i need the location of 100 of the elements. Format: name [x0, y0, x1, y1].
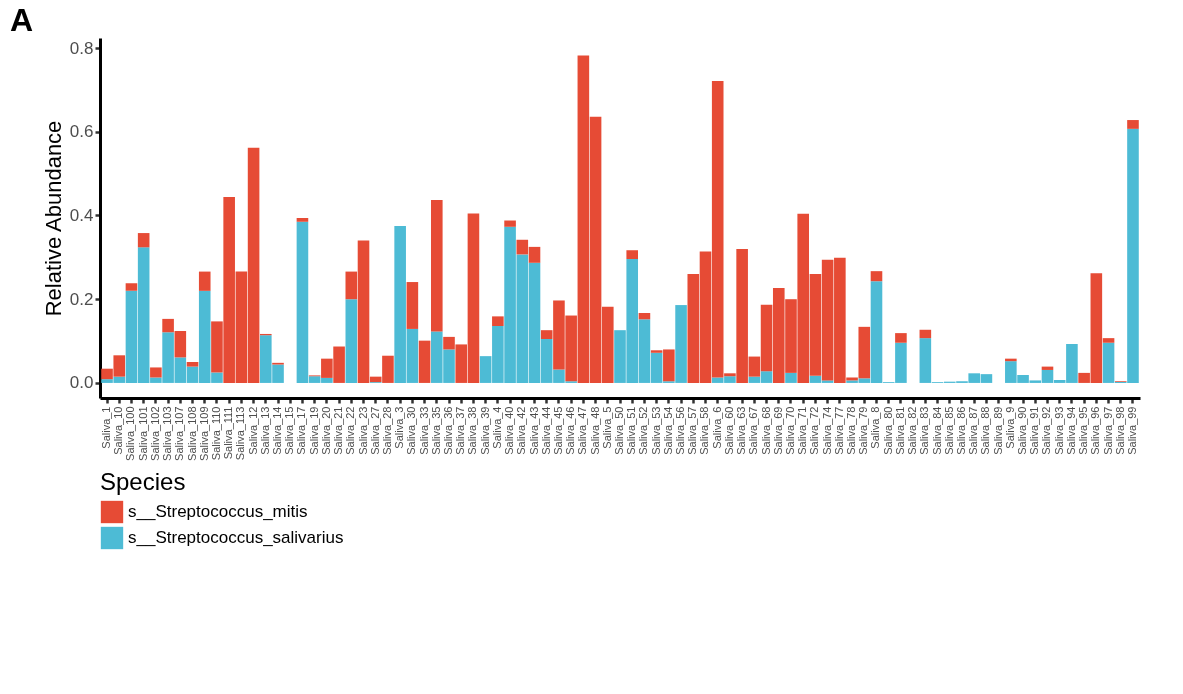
x-tick-label: Saliva_68: [759, 406, 772, 455]
x-tick-label: Saliva_53: [649, 406, 662, 455]
bar: [345, 299, 358, 383]
y-axis-title: Relative Abundance: [40, 120, 66, 317]
bar: [870, 271, 883, 282]
bar: [186, 362, 199, 367]
x-tick-label: Saliva_4: [490, 406, 503, 449]
x-tick-label: Saliva_109: [197, 406, 210, 461]
x-tick-label: Saliva_108: [185, 406, 198, 461]
x-tick-label: Saliva_17: [295, 406, 308, 455]
x-tick-label: Saliva_82: [906, 406, 919, 455]
x-tick-label: Saliva_8: [869, 406, 882, 449]
x-tick-label: Saliva_33: [417, 406, 430, 455]
bar: [626, 250, 639, 260]
x-tick-label: Saliva_98: [1113, 406, 1126, 455]
x-tick-label: Saliva_86: [954, 406, 967, 455]
x-tick-label: Saliva_47: [576, 406, 589, 455]
x-tick-label: Saliva_94: [1064, 406, 1077, 455]
x-tick-label: Saliva_22: [344, 406, 357, 455]
x-tick-label: Saliva_91: [1028, 406, 1041, 455]
x-tick-label: Saliva_19: [307, 406, 320, 455]
x-tick-label: Saliva_67: [747, 406, 760, 455]
x-tick-label: Saliva_36: [442, 406, 455, 455]
x-tick-label: Saliva_10: [112, 406, 125, 455]
x-tick-label: Saliva_78: [845, 406, 858, 455]
x-tick-label: Saliva_54: [661, 406, 674, 455]
x-tick-label: Saliva_56: [674, 406, 687, 455]
bar: [198, 271, 211, 291]
y-tick-label: 0.0: [69, 373, 94, 393]
x-tick-label: Saliva_107: [173, 406, 186, 461]
x-tick-label: Saliva_30: [405, 406, 418, 455]
x-tick-label: Saliva_101: [136, 406, 149, 461]
x-tick-label: Saliva_110: [209, 406, 222, 461]
y-tick-label: 0.4: [69, 205, 94, 225]
bar: [895, 333, 907, 343]
x-tick-label: Saliva_38: [466, 406, 479, 455]
x-tick-label: Saliva_40: [503, 406, 516, 455]
bar: [406, 282, 419, 329]
x-tick-label: Saliva_45: [551, 406, 564, 455]
y-tick-label: 0.6: [69, 122, 94, 142]
x-tick-label: Saliva_42: [515, 406, 528, 455]
x-tick-label: Saliva_57: [686, 406, 699, 455]
x-tick-label: Saliva_90: [1016, 406, 1029, 455]
chart-title: A: [10, 2, 34, 38]
x-tick-label: Saliva_58: [698, 406, 711, 455]
x-tick-label: Saliva_87: [967, 406, 980, 455]
x-tick-label: Saliva_93: [1052, 406, 1065, 455]
bar: [919, 329, 932, 339]
x-tick-label: Saliva_97: [1101, 406, 1114, 455]
x-tick-label: Saliva_60: [722, 406, 735, 455]
legend-label: s__Streptococcus_mitis: [128, 502, 308, 521]
x-tick-label: Saliva_1: [100, 406, 113, 449]
bar: [638, 313, 651, 320]
x-tick-label: Saliva_102: [148, 406, 161, 461]
x-tick-label: Saliva_23: [356, 406, 369, 455]
x-tick-label: Saliva_69: [771, 406, 784, 455]
x-tick-label: Saliva_103: [161, 406, 174, 461]
x-tick-label: Saliva_81: [893, 406, 906, 455]
x-tick-label: Saliva_77: [832, 406, 845, 455]
x-tick-label: Saliva_15: [283, 406, 296, 455]
x-tick-label: Saliva_37: [454, 406, 467, 455]
x-tick-label: Saliva_84: [930, 406, 943, 455]
x-tick-label: Saliva_46: [564, 406, 577, 455]
x-tick-label: Saliva_5: [600, 406, 613, 449]
x-tick-label: Saliva_113: [234, 406, 247, 461]
x-tick-label: Saliva_12: [246, 406, 259, 455]
bar: [137, 233, 150, 248]
bar: [125, 283, 138, 291]
x-tick-label: Saliva_52: [637, 406, 650, 455]
x-tick-label: Saliva_99: [1125, 406, 1138, 455]
legend-label: s__Streptococcus_salivarius: [128, 528, 344, 547]
x-tick-label: Saliva_74: [820, 406, 833, 455]
x-tick-label: Saliva_95: [1077, 406, 1090, 455]
x-tick-label: Saliva_79: [857, 406, 870, 455]
x-tick-label: Saliva_6: [710, 406, 723, 449]
x-tick-label: Saliva_21: [332, 406, 345, 455]
x-tick-label: Saliva_70: [783, 406, 796, 455]
bar: [492, 316, 504, 326]
x-tick-label: Saliva_43: [527, 406, 540, 455]
x-tick-label: Saliva_72: [808, 406, 821, 455]
bar: [418, 340, 431, 383]
x-tick-label: Saliva_111: [222, 406, 235, 460]
x-tick-label: Saliva_85: [942, 406, 955, 455]
x-tick-label: Saliva_28: [380, 406, 393, 455]
x-tick-label: Saliva_48: [588, 406, 601, 455]
bar: [785, 372, 797, 383]
bar: [296, 218, 309, 222]
x-tick-label: Saliva_96: [1089, 406, 1102, 455]
x-tick-label: Saliva_63: [735, 406, 748, 455]
x-tick-label: Saliva_39: [478, 406, 491, 455]
y-tick-label: 0.8: [69, 38, 94, 58]
x-tick-label: Saliva_92: [1040, 406, 1053, 455]
bar: [1127, 120, 1139, 129]
x-tick-label: Saliva_13: [258, 406, 271, 455]
x-tick-label: Saliva_71: [796, 406, 809, 455]
x-tick-label: Saliva_27: [368, 406, 381, 455]
x-tick-label: Saliva_9: [1003, 406, 1016, 449]
x-tick-label: Saliva_14: [271, 406, 284, 455]
bar: [430, 200, 443, 332]
x-tick-label: Saliva_44: [539, 406, 552, 455]
